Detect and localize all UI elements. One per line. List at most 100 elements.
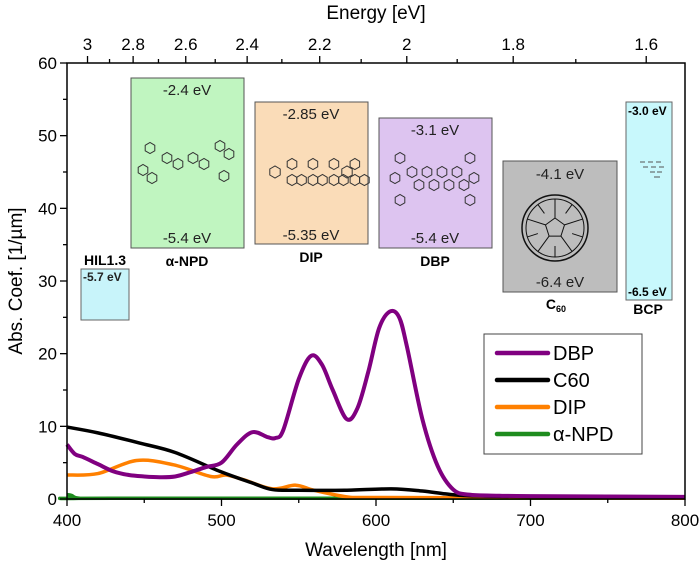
ring [187, 151, 199, 165]
c60-edge [565, 204, 573, 214]
level-box-c60: -4.1 eV -6.4 eV C60 [502, 160, 618, 314]
y-tick-label: 10 [38, 417, 57, 436]
y-tick-label: 20 [38, 345, 57, 364]
top-tick-label: 2.8 [121, 35, 145, 54]
x-tick-label: 600 [362, 511, 390, 530]
c60-edge [560, 235, 573, 252]
ring [349, 173, 361, 187]
c60-edge [537, 204, 545, 214]
dip-molecule-icon [269, 157, 370, 187]
dbp-molecule-icon [389, 151, 480, 207]
x-tick-label: 800 [671, 511, 699, 530]
lumo-dip: -2.85 eV [283, 106, 340, 123]
lumo-dbp: -3.1 eV [411, 122, 459, 139]
ring [218, 169, 230, 183]
c60-edge [527, 218, 546, 226]
ring [428, 178, 440, 192]
series-dbp-line [65, 308, 686, 499]
ring [394, 151, 406, 165]
y-axis-label: Abs. Coef. [1/µm] [6, 207, 27, 354]
ring [214, 139, 226, 153]
ring [137, 163, 149, 177]
energy-level-diagram: HIL1.3 -5.7 eV -2.4 eV -5.4 eV α-NPD -2.… [80, 77, 673, 321]
legend-label: C60 [553, 370, 590, 392]
top-tick-label: 2.2 [308, 35, 332, 54]
label-dbp: DBP [420, 253, 450, 269]
top-tick-label: 1.6 [634, 35, 658, 54]
ring [172, 157, 184, 171]
c60-cage [521, 194, 589, 262]
top-tick-label: 2.6 [174, 35, 198, 54]
x-axis-label: Wavelength [nm] [305, 540, 447, 561]
lumo-c60: -4.1 eV [536, 166, 584, 183]
x-tick-label: 500 [207, 511, 235, 530]
homo-bcp: -6.5 eV [628, 285, 667, 299]
c60-edge [571, 233, 583, 238]
c60-edge [537, 235, 550, 252]
level-box-hil: HIL1.3 -5.7 eV [80, 252, 130, 321]
y-tick-label: 60 [38, 54, 57, 73]
ring [443, 178, 455, 192]
top-axis-label: Energy [eV] [326, 3, 425, 24]
ring [464, 151, 476, 165]
homo-hil: -5.7 eV [83, 270, 122, 284]
ring [349, 157, 361, 171]
y-tick-label: 40 [38, 199, 57, 218]
ring [269, 165, 281, 179]
ring [394, 193, 406, 207]
ring [451, 165, 463, 179]
ring [421, 165, 433, 179]
homo-c60: -6.4 eV [536, 274, 584, 291]
homo-anpd: -5.4 eV [163, 230, 211, 247]
x-tick-label: 700 [516, 511, 544, 530]
level-box-dbp: -3.1 eV -5.4 eV DBP [378, 117, 493, 269]
homo-dip: -5.35 eV [283, 227, 340, 244]
c60-molecule-icon [521, 194, 589, 262]
ring [161, 151, 173, 165]
y-tick-label: 50 [38, 127, 57, 146]
c60-edge [527, 233, 539, 238]
ring [307, 157, 319, 171]
ring [436, 165, 448, 179]
ring [144, 141, 156, 155]
legend-label: α-NPD [553, 424, 613, 446]
legend-label: DIP [553, 397, 586, 419]
y-tick-label: 30 [38, 272, 57, 291]
ring [198, 157, 210, 171]
top-tick-label: 1.8 [501, 35, 525, 54]
level-box-anpd: -2.4 eV -5.4 eV α-NPD [130, 77, 245, 269]
label-c60: C60 [546, 296, 566, 314]
ring [406, 165, 418, 179]
ring [389, 171, 401, 185]
y-tick-label: 0 [48, 490, 57, 509]
ring [146, 171, 158, 185]
level-box-dip: -2.85 eV -5.35 eV DIP [254, 101, 370, 265]
top-tick-label: 2.4 [235, 35, 259, 54]
homo-dbp: -5.4 eV [411, 230, 459, 247]
c60-edge [564, 218, 583, 226]
ring [341, 165, 353, 179]
ring [464, 193, 476, 207]
x-tick-label: 400 [53, 511, 81, 530]
ring [307, 173, 319, 187]
ring [458, 178, 470, 192]
ring [468, 171, 480, 185]
label-bcp: BCP [633, 301, 663, 317]
axes: 400 500 600 700 800 0 10 20 30 40 50 60 3 2.8 2.6 2.4 2.… [38, 35, 699, 530]
ring [223, 147, 235, 161]
lumo-anpd: -2.4 eV [163, 82, 211, 99]
label-anpd: α-NPD [166, 253, 209, 269]
lumo-bcp: -3.0 eV [628, 104, 667, 118]
ring [328, 173, 340, 187]
ring [413, 178, 425, 192]
ring [328, 157, 340, 171]
anpd-molecule-icon [137, 139, 235, 185]
bcp-dashes-icon [640, 161, 664, 178]
c60-pentagon [544, 217, 566, 237]
label-dip: DIP [299, 249, 322, 265]
top-tick-label: 3 [83, 35, 92, 54]
top-tick-label: 2 [402, 35, 411, 54]
legend: DBP C60 DIP α-NPD [483, 333, 643, 455]
level-box-bcp: -3.0 eV -6.5 eV BCP [625, 101, 673, 317]
